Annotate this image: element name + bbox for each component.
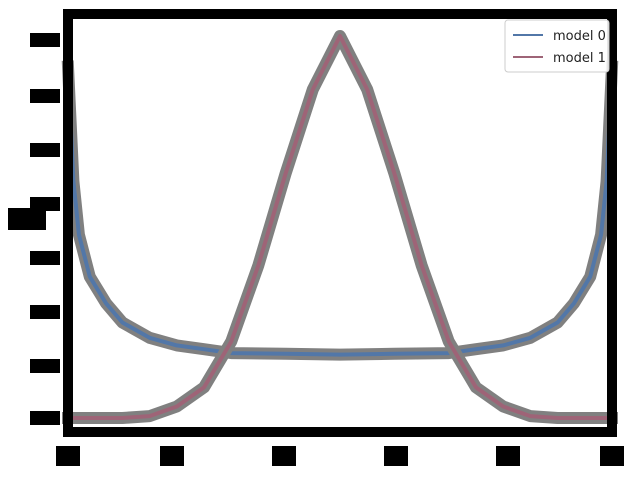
plot-frame bbox=[63, 9, 617, 437]
y-axis-label-block bbox=[8, 208, 46, 230]
y-tick-mark bbox=[30, 305, 60, 319]
x-tick-mark bbox=[160, 446, 184, 466]
x-tick-mark bbox=[496, 446, 520, 466]
legend-box bbox=[504, 19, 610, 73]
series-lines bbox=[61, 30, 619, 424]
x-tick-mark bbox=[384, 446, 408, 466]
series-line-1 bbox=[66, 34, 614, 420]
x-tick-mark bbox=[56, 446, 80, 466]
x-tick-mark bbox=[600, 446, 624, 466]
x-tick-mark bbox=[272, 446, 296, 466]
y-tick-mark bbox=[30, 251, 60, 265]
legend: model 0 model 1 bbox=[504, 19, 610, 73]
y-tick-mark bbox=[30, 359, 60, 373]
series-line-0 bbox=[66, 64, 614, 357]
legend-label: model 0 bbox=[553, 29, 606, 44]
y-tick-mark bbox=[30, 33, 60, 47]
y-tick-mark bbox=[30, 197, 60, 211]
y-tick-mark bbox=[30, 143, 60, 157]
y-tick-mark bbox=[30, 411, 60, 425]
legend-label: model 1 bbox=[553, 51, 606, 66]
axis-ticks bbox=[8, 33, 624, 466]
plot-area bbox=[68, 14, 612, 432]
y-tick-mark bbox=[30, 89, 60, 103]
